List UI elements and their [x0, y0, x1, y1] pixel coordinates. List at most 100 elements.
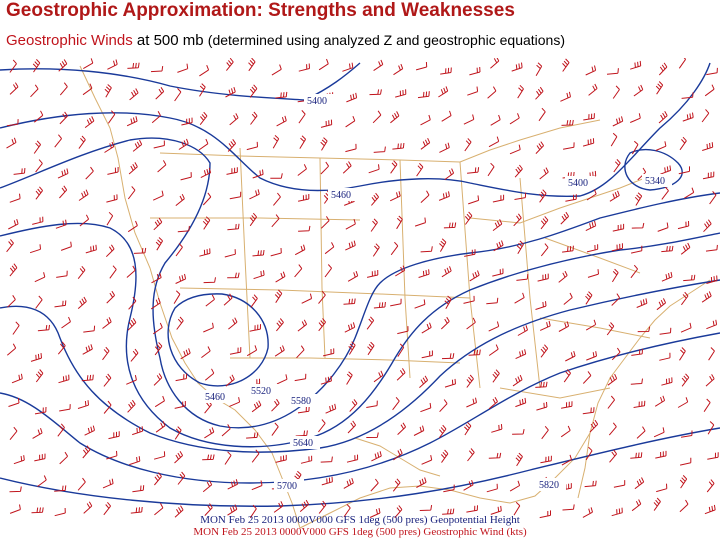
- wind-barb: [634, 477, 645, 490]
- wind-barb: [343, 298, 356, 305]
- wind-barb: [653, 427, 665, 438]
- wind-barb: [174, 88, 182, 102]
- wind-barb: [442, 508, 455, 515]
- wind-barb: [679, 136, 687, 151]
- wind-barb: [32, 216, 44, 225]
- wind-barb: [488, 396, 498, 410]
- wind-barb: [253, 270, 265, 280]
- wind-barb: [276, 115, 287, 127]
- wind-barb: [249, 84, 258, 98]
- wind-barb: [469, 270, 480, 282]
- wind-barb: [678, 58, 687, 69]
- wind-barb: [107, 59, 118, 70]
- wind-barb: [318, 419, 326, 433]
- wind-barb: [706, 275, 718, 284]
- wind-barb: [487, 162, 495, 177]
- wind-barb: [150, 297, 161, 310]
- weather-map: 5400 5460 5400 5340 5460 5520 5580 5640 …: [0, 58, 720, 540]
- wind-barb: [654, 395, 666, 407]
- wind-barb: [630, 60, 642, 70]
- wind-barb: [421, 455, 433, 465]
- wind-barb: [175, 273, 187, 284]
- subtitle-variable: Geostrophic Winds: [6, 32, 133, 49]
- wind-barb: [466, 317, 476, 330]
- wind-barb: [706, 67, 718, 76]
- wind-barb: [517, 325, 528, 336]
- wind-barb: [321, 476, 333, 486]
- wind-barb: [34, 453, 46, 462]
- wind-barb: [655, 141, 667, 151]
- wind-barb: [59, 111, 68, 125]
- wind-barb: [414, 217, 426, 227]
- wind-barb: [30, 353, 42, 362]
- wind-barb: [466, 505, 478, 513]
- wind-barb: [439, 142, 450, 153]
- wind-barb: [655, 450, 667, 459]
- wind-barb: [585, 65, 597, 76]
- wind-barb: [127, 318, 137, 331]
- wind-barb: [420, 402, 432, 413]
- wind-barb: [77, 265, 86, 280]
- wind-barb: [58, 59, 68, 72]
- height-contours: [0, 62, 720, 507]
- wind-barb: [658, 62, 668, 76]
- wind-barb: [659, 352, 671, 361]
- wind-barb: [229, 347, 242, 355]
- wind-barb: [588, 83, 598, 96]
- wind-barb: [275, 454, 287, 463]
- wind-barb: [180, 172, 192, 181]
- wind-barb: [634, 192, 643, 206]
- wind-barb: [57, 168, 69, 179]
- wind-barb: [419, 505, 433, 511]
- wind-barb: [513, 501, 521, 516]
- wind-barb: [680, 322, 692, 333]
- wind-barb: [276, 318, 284, 332]
- wind-barb: [565, 194, 577, 202]
- wind-barb: [320, 161, 330, 175]
- wind-barb: [392, 478, 401, 492]
- wind-barb: [82, 83, 93, 96]
- wind-barb: [37, 475, 47, 487]
- wind-barb: [415, 61, 428, 71]
- wind-barb: [54, 300, 67, 308]
- wind-barb: [84, 116, 95, 128]
- wind-barb: [126, 375, 137, 385]
- wind-barb: [345, 218, 356, 230]
- wind-barb: [12, 321, 20, 335]
- wind-barb: [347, 420, 357, 434]
- wind-barb: [585, 220, 597, 232]
- wind-barb: [276, 374, 288, 385]
- wind-barb: [154, 472, 162, 486]
- wind-barb: [103, 400, 112, 414]
- wind-barb: [9, 426, 18, 441]
- wind-barb: [343, 477, 354, 489]
- wind-barb: [6, 137, 17, 149]
- wind-barb: [85, 244, 97, 254]
- wind-barb: [509, 144, 521, 155]
- footer-height-caption: MON Feb 25 2013 0000V000 GFS 1deg (500 p…: [200, 514, 520, 526]
- wind-barb: [657, 222, 669, 232]
- wind-barb: [204, 503, 213, 516]
- wind-barb: [249, 212, 258, 227]
- wind-barb: [535, 301, 547, 310]
- wind-barb: [202, 454, 215, 461]
- wind-barb: [611, 268, 619, 283]
- wind-barb: [34, 406, 47, 415]
- wind-barb: [346, 371, 353, 385]
- wind-barb: [294, 264, 303, 278]
- wind-barb: [221, 424, 231, 437]
- wind-barb: [466, 397, 477, 408]
- wind-barb: [202, 216, 211, 230]
- wind-barb: [611, 243, 623, 252]
- wind-barb: [464, 421, 472, 436]
- contour-label-5400-north: 5400: [307, 96, 327, 107]
- wind-barb: [58, 374, 70, 384]
- wind-barb: [490, 114, 501, 126]
- wind-barb: [679, 499, 689, 513]
- wind-barb: [153, 322, 163, 335]
- wind-barb: [369, 89, 382, 96]
- wind-barb: [612, 223, 625, 232]
- wind-barb: [705, 374, 715, 387]
- contour-label-5520: 5520: [251, 386, 271, 397]
- wind-barb: [419, 375, 429, 388]
